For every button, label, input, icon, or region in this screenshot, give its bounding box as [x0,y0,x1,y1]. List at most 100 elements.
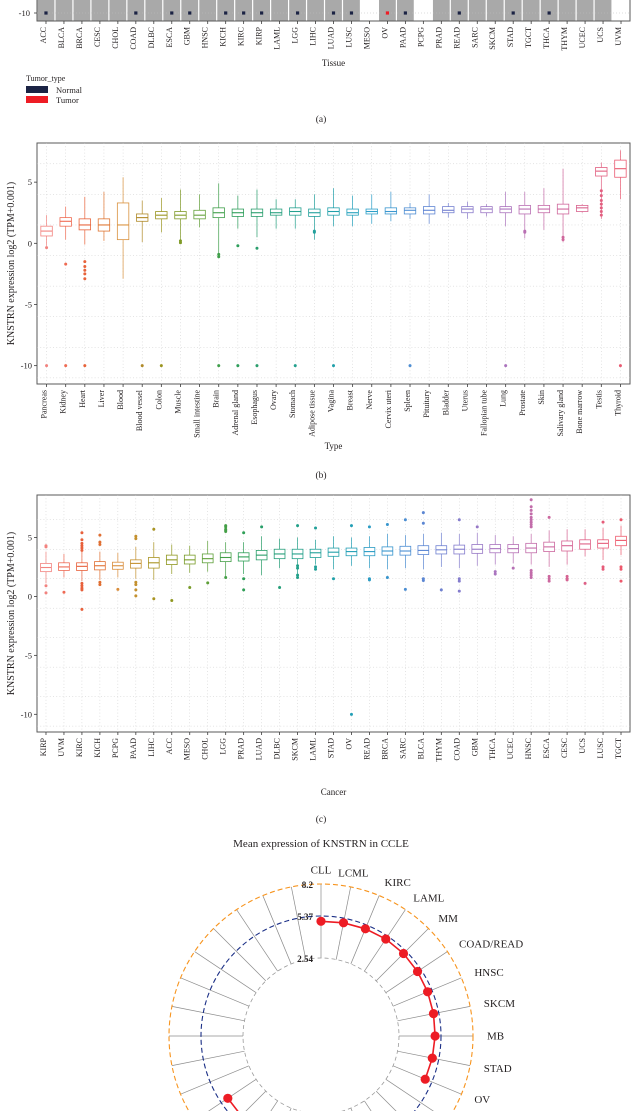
panel-b-xlabel-Adipose-tissue: Adipose tissue [307,390,316,437]
panel-a-point-OV [385,11,390,15]
outlier-point [601,565,605,569]
box-panel_c-PRAD [237,531,250,592]
panel-b-xlabel-Uterus: Uterus [460,390,469,411]
radar-point-MM [398,948,409,959]
facet-strip-LAML [271,0,288,21]
facet-strip-HNSC [199,0,217,21]
outlier-point [529,498,533,502]
outlier-point [98,580,102,584]
panel-b-xlabel-Colon: Colon [154,390,163,410]
panel-a-xlabel-LUAD: LUAD [327,27,336,49]
outlier-point [236,244,240,248]
box-body [597,539,609,549]
outlier-point [260,525,264,529]
panel-a-point-KICH [224,11,228,15]
box-panel_c-OV [345,524,358,716]
panel-c-xlabel-ACC: ACC [165,738,174,754]
radar-tick-inner: 2.54 [297,954,313,964]
panel-b-xlabel-Fallopian-tube: Fallopian tube [480,390,489,436]
panel-b-caption: (b) [315,470,326,481]
outlier-point [314,567,318,571]
outlier-point [188,586,192,590]
panel-a-point-LGG [295,11,300,15]
box-panel_c-BLCA [417,511,430,582]
panel-b-xlabel-Ovary: Ovary [269,390,278,410]
radar-mid-ring [200,915,442,1111]
panel-c-caption: (c) [316,814,327,825]
box-panel_b-Uterus [461,201,474,219]
radar-label-KIRC: KIRC [385,877,411,889]
box-body [442,206,455,214]
radar-label-HNSC: HNSC [474,967,503,979]
outlier-point [367,578,371,582]
box-panel_c-SARC [399,518,412,591]
box-panel_b-Prostate [518,191,531,239]
box-body [130,559,142,569]
box-panel_c-READ [363,525,376,582]
outlier-point [80,607,84,611]
radar-spoke [180,1065,250,1095]
outlier-point [601,520,605,524]
panel-c-xlabel-UVM: UVM [57,738,66,757]
box-panel_c-UCEC [507,536,519,570]
panel-a-ytick: -10 [19,8,30,18]
radar-spoke [171,1050,245,1066]
outlier-point [599,213,603,217]
outlier-point [152,527,156,531]
outlier-point [80,584,84,588]
box-panel_b-Esophagus [250,189,264,368]
legend-label-tumor: Tumor [56,95,79,105]
outlier-point [349,524,353,528]
box-panel_b-Bladder [442,202,455,218]
radar-label-LAML: LAML [413,892,444,904]
outlier-point [439,588,443,592]
radar-spoke [385,1079,434,1111]
panel-a-point-PAAD [403,11,407,15]
outlier-point [255,246,259,250]
panel-b-xlabel-Blood: Blood [116,390,125,410]
panel-c-xlabel-SKCM: SKCM [291,738,300,761]
panel-a-xlabel-ACC: ACC [39,27,48,43]
box-panel_c-STAD [327,536,340,581]
outlier-point [529,571,533,575]
box-panel_b-Fallopian tube [480,204,493,217]
box-panel_b-Kidney [59,206,72,368]
panel-a-xlabel-HNSC: HNSC [201,27,210,48]
panel-c-xlabel-LUSC: LUSC [596,738,605,758]
panel-b-xlabel-Esophagus: Esophagus [250,390,259,425]
panel-c-ytick-label: 5 [28,532,32,542]
box-body [78,218,91,231]
panel-d: Mean expression of KNSTRN in CCLE 8.2 5.37… [168,838,523,1111]
legend-title: Tumor_type [26,74,66,83]
panel-c-y-axis-title: KNSTRN expression log2 (TPM+0.001) [6,532,17,695]
facet-strip-READ [450,0,468,21]
box-panel_b-Small intestine [193,194,206,228]
box-body [579,539,591,550]
outlier-point [293,364,297,368]
legend-label-normal: Normal [56,85,83,95]
facet-strip-STAD [504,0,522,21]
panel-a-axis-title: Tissue [322,58,345,68]
panel-c: 5 0 -5 -10 KIRP UVM KIRC KICH PCPG PAAD LIHC ACC MES… [6,494,631,825]
outlier-point [83,268,87,272]
outlier-point [134,594,138,598]
outlier-point [385,576,389,580]
outlier-point [236,364,240,368]
outlier-point [599,202,603,206]
outlier-point [529,512,533,516]
outlier-point [618,364,622,368]
outlier-point [599,206,603,210]
facet-strip-PRAD [432,0,450,21]
radar-label-OV: OV [474,1094,490,1106]
outlier-point [45,246,49,250]
outlier-point [583,581,587,585]
radar-label-MM: MM [438,913,458,925]
box-panel_b-Bone marrow [576,204,589,213]
radar-label-MB: MB [487,1031,504,1043]
panel-a-xlabel-THCA: THCA [542,27,551,49]
box-body [595,167,608,177]
panel-c-xlabel-TGCT: TGCT [614,738,623,759]
outlier-point [619,579,623,583]
panel-b-ytick-label: 0 [28,238,32,248]
facet-strip-BRCA [73,0,91,21]
